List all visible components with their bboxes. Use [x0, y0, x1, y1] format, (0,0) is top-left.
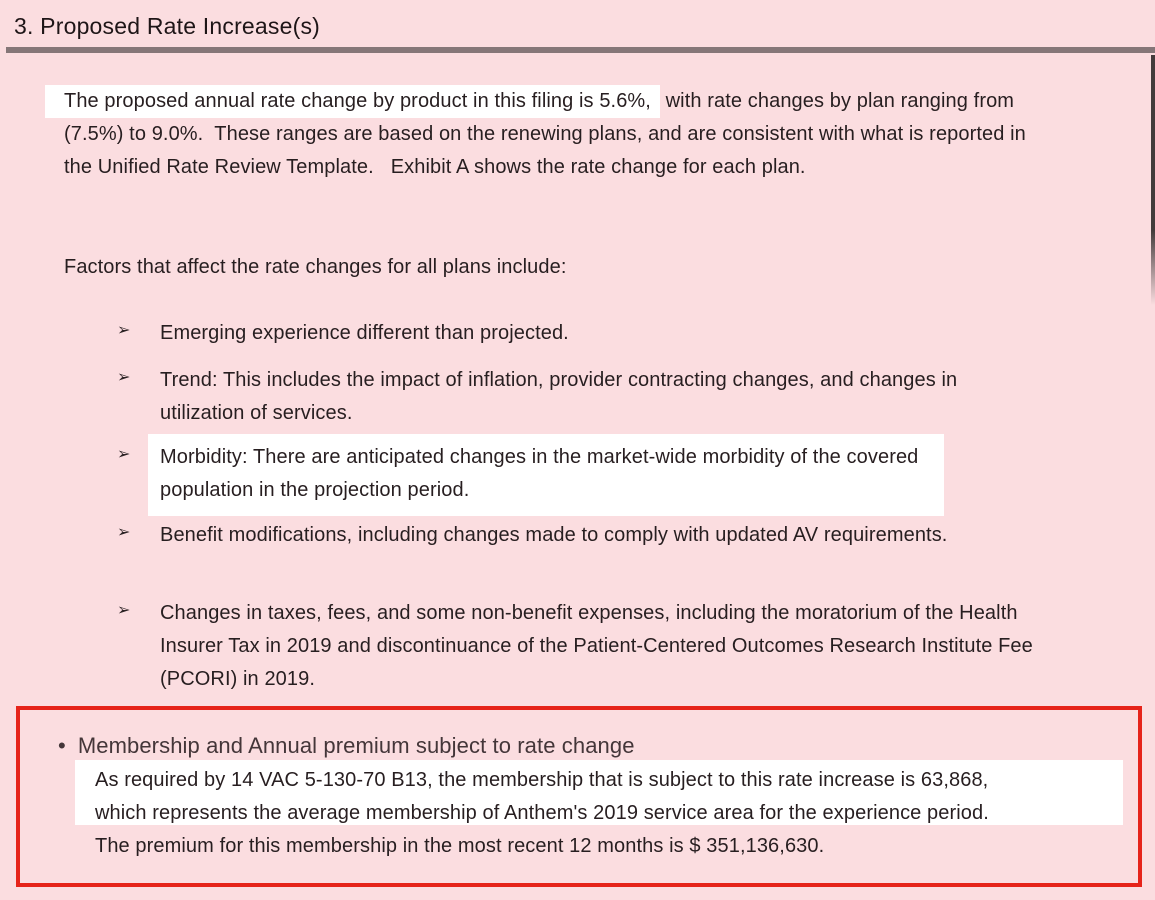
- intro-line: the Unified Rate Review Template. Exhibi…: [64, 156, 806, 178]
- heading-rule: [6, 47, 1155, 53]
- arrow-bullet-icon: ➢: [117, 320, 131, 339]
- bullet-item: ➢ Emerging experience different than pro…: [117, 317, 569, 350]
- intro-line-rest: with rate changes by plan ranging from: [659, 90, 1015, 112]
- bullet-item: ➢ Morbidity: There are anticipated chang…: [117, 434, 945, 516]
- factors-intro: Factors that affect the rate changes for…: [64, 256, 567, 278]
- scan-edge-artifact: [1151, 55, 1155, 305]
- intro-line: The proposed annual rate change by produ…: [45, 85, 1026, 118]
- arrow-bullet-icon: ➢: [117, 444, 131, 463]
- bullet-item: ➢ Benefit modifications, including chang…: [117, 519, 948, 552]
- membership-title-text: Membership and Annual premium subject to…: [77, 733, 635, 758]
- highlight-mark: The proposed annual rate change by produ…: [45, 85, 660, 118]
- intro-paragraph: The proposed annual rate change by produ…: [45, 85, 1026, 184]
- bullet-line: Emerging experience different than proje…: [160, 322, 569, 344]
- bullet-item: ➢ Changes in taxes, fees, and some non-b…: [117, 597, 1033, 696]
- membership-title: • Membership and Annual premium subject t…: [58, 731, 635, 761]
- section-heading: 3. Proposed Rate Increase(s): [14, 13, 321, 39]
- membership-annotation-box: [16, 706, 1142, 887]
- arrow-bullet-icon: ➢: [117, 522, 131, 541]
- bullet-line: Morbidity: There are anticipated changes…: [160, 446, 919, 468]
- intro-line: (7.5%) to 9.0%. These ranges are based o…: [64, 123, 1026, 145]
- bullet-line: utilization of services.: [160, 402, 353, 424]
- dot-bullet-icon: •: [58, 733, 66, 758]
- membership-body-line: The premium for this membership in the m…: [95, 835, 825, 857]
- bullet-line: Trend: This includes the impact of infla…: [160, 369, 958, 391]
- arrow-bullet-icon: ➢: [117, 600, 131, 619]
- bullet-line: population in the projection period.: [160, 479, 470, 501]
- highlight-mark: [75, 760, 1123, 825]
- membership-body-line: which represents the average membership …: [95, 802, 989, 824]
- bullet-line: Insurer Tax in 2019 and discontinuance o…: [160, 635, 1033, 657]
- membership-body-line: As required by 14 VAC 5-130-70 B13, the …: [95, 769, 989, 791]
- bullet-line: (PCORI) in 2019.: [160, 668, 315, 690]
- bullet-line: Benefit modifications, including changes…: [160, 524, 948, 546]
- bullet-line: Changes in taxes, fees, and some non-ben…: [160, 602, 1018, 624]
- arrow-bullet-icon: ➢: [117, 367, 131, 386]
- bullet-item: ➢ Trend: This includes the impact of inf…: [117, 364, 958, 430]
- highlight-mark: Morbidity: There are anticipated changes…: [148, 434, 945, 516]
